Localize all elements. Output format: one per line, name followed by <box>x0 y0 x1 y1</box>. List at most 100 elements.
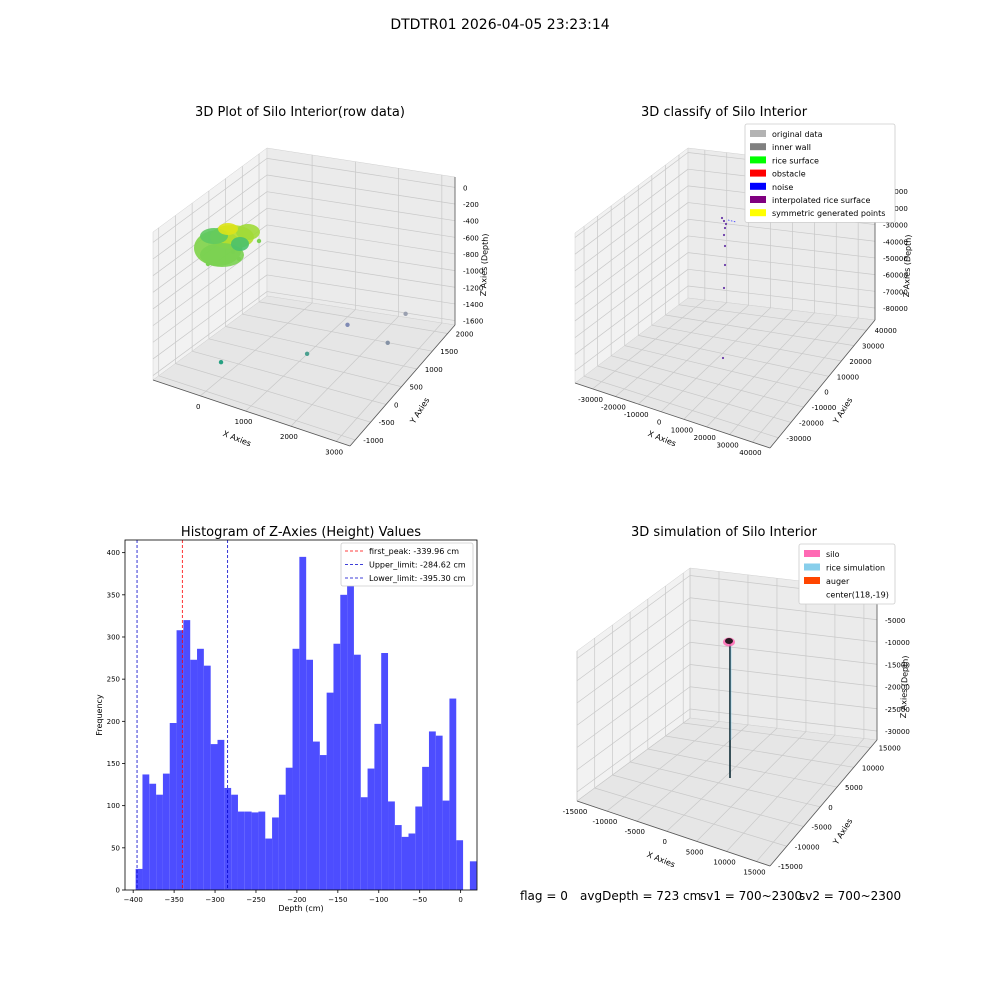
data-point <box>218 360 224 365</box>
y-tick-label: -15000 <box>778 863 803 871</box>
y-tick-label: 100 <box>107 802 120 810</box>
chart-title: 3D Plot of Silo Interior(row data) <box>195 105 405 120</box>
surface-point <box>256 238 262 244</box>
z-tick-label: -200 <box>463 201 479 209</box>
histogram-bar <box>299 556 307 890</box>
classified-point <box>722 233 726 237</box>
legend-swatch <box>750 156 766 164</box>
z-gridline <box>687 252 876 275</box>
legend-swatch <box>804 577 820 584</box>
histogram-bar <box>312 741 320 890</box>
chart-3d-raw-data: 0 1000 2000 3000 -1000 -500 0 500 1000 1500 2000 0 -… <box>152 105 490 456</box>
y-gridline <box>638 335 829 377</box>
y-tick-label: -30000 <box>786 435 811 443</box>
y-tick-label: 350 <box>107 591 120 599</box>
x-gridline <box>696 731 807 842</box>
legend-swatch <box>804 550 820 557</box>
histogram-bar <box>415 806 423 890</box>
x-gridline <box>726 734 836 852</box>
pane-back <box>266 147 456 326</box>
y-tick-label: 400 <box>107 549 120 557</box>
histogram-bar <box>176 630 184 890</box>
y-tick-label: 30000 <box>862 343 884 351</box>
legend-label: noise <box>772 183 793 192</box>
x-gridline <box>666 727 778 832</box>
y-gridline <box>225 326 417 370</box>
legend-label: auger <box>826 577 850 586</box>
data-point <box>345 322 350 327</box>
surface-blob <box>236 224 260 240</box>
legend-label: inner wall <box>772 143 811 152</box>
x-tick-label: −400 <box>124 896 143 904</box>
z-gridline <box>576 597 691 682</box>
histogram-bar <box>169 723 177 890</box>
y-tick-label: 1000 <box>425 366 443 374</box>
z-tick-label: -600 <box>463 234 479 242</box>
y-gridline <box>258 301 448 334</box>
z-tick-label: -30000 <box>885 728 910 736</box>
x-gridline <box>752 317 859 443</box>
histogram-bar <box>210 744 218 890</box>
center-marker <box>725 638 733 644</box>
x-gridline <box>615 302 727 397</box>
surface-point <box>205 261 211 267</box>
z-tick-label: -1400 <box>463 301 483 309</box>
histogram-bar <box>217 739 225 890</box>
legend-swatch <box>750 209 766 217</box>
classified-point <box>723 263 727 267</box>
y-tick-label: -10000 <box>795 843 820 851</box>
z-gridline <box>687 268 876 292</box>
legend-label: silo <box>826 550 840 559</box>
y-tick-label: -20000 <box>799 419 824 427</box>
z-gridline <box>689 708 878 732</box>
z-gridline <box>574 285 689 372</box>
y-gridline <box>651 324 842 362</box>
y-tick-label: 15000 <box>879 745 901 753</box>
x-tick-label: 0 <box>458 896 462 904</box>
y-gridline <box>597 365 792 423</box>
histogram-bar <box>231 794 238 890</box>
x-tick-label: −250 <box>246 896 265 904</box>
histogram-bar <box>203 665 211 890</box>
z-gridline <box>576 641 691 726</box>
x-gridline <box>706 312 815 428</box>
y-tick-label: 0 <box>828 804 832 812</box>
z-gridline <box>687 218 876 242</box>
histogram-bar <box>237 811 245 890</box>
status-flag: flag = 0 <box>520 889 568 903</box>
figure-title: DTDTR01 2026-04-05 23:23:14 <box>390 17 610 33</box>
z-gridline <box>266 174 456 205</box>
legend-label: interpolated rice surface <box>772 196 870 205</box>
classified-point <box>722 286 726 290</box>
z-gridline <box>266 224 456 255</box>
y-tick-label: 500 <box>409 384 422 392</box>
histogram-bar <box>197 648 204 890</box>
z-gridline <box>152 174 268 260</box>
histogram-bar <box>347 561 354 890</box>
z-tick-label: -10000 <box>885 639 910 647</box>
histogram-bar <box>428 731 436 890</box>
x-axis-label: Depth (cm) <box>278 904 323 913</box>
z-gridline <box>574 202 689 288</box>
x-tick-label: 30000 <box>716 442 738 450</box>
y-axis-label: Y Axies <box>408 396 432 426</box>
z-gridline <box>689 619 878 643</box>
histogram-bar <box>292 648 300 890</box>
z-gridline <box>576 619 691 704</box>
x-tick-label: -15000 <box>563 808 588 816</box>
surface-point <box>230 249 236 255</box>
z-gridline <box>687 285 876 309</box>
histogram-bar <box>319 755 327 890</box>
x-gridline <box>200 302 313 397</box>
histogram-bar <box>149 783 157 890</box>
histogram-bar <box>326 692 334 890</box>
histogram-bar <box>394 825 402 890</box>
classified-points <box>720 216 737 360</box>
z-gridline <box>576 664 691 748</box>
histogram-bar <box>442 800 450 890</box>
x-tick-label: −200 <box>287 896 306 904</box>
y-tick-label: 1500 <box>440 348 458 356</box>
z-gridline <box>574 185 689 272</box>
x-tick-label: -30000 <box>578 396 603 404</box>
